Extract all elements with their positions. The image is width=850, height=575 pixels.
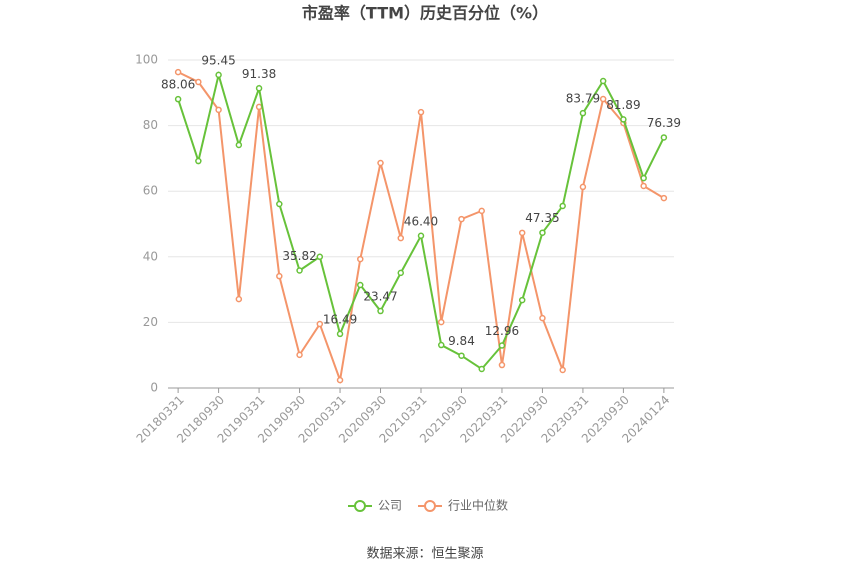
y-tick-label: 100 [135, 53, 158, 67]
legend-marker [354, 500, 366, 512]
point [174, 95, 182, 103]
data-label: 95.45 [201, 53, 235, 67]
point [559, 202, 566, 210]
point [458, 352, 465, 359]
chart-title: 市盈率（TTM）历史百分位（%） [302, 4, 548, 23]
y-tick-label: 20 [143, 315, 158, 329]
point [640, 174, 647, 182]
legend-label: 公司 [378, 499, 402, 513]
y-tick-label: 60 [143, 184, 158, 198]
point [377, 159, 384, 167]
point [377, 307, 384, 315]
point [478, 207, 485, 215]
point [417, 108, 425, 116]
data-label: 9.84 [448, 334, 475, 348]
point [397, 234, 405, 242]
point [215, 106, 222, 114]
point [498, 342, 506, 349]
point [660, 194, 668, 202]
point [599, 95, 607, 103]
point [640, 182, 647, 190]
point [478, 365, 485, 373]
data-label: 23.47 [363, 290, 397, 304]
y-tick-label: 40 [143, 249, 158, 263]
point [276, 272, 283, 280]
point [660, 134, 668, 141]
point [599, 77, 607, 85]
point [296, 267, 303, 274]
point [336, 330, 344, 338]
point [579, 183, 587, 191]
data-label: 81.89 [606, 98, 640, 112]
point [235, 141, 243, 149]
data-label: 83.79 [566, 92, 600, 106]
point [255, 103, 263, 111]
point [539, 229, 546, 236]
point [276, 200, 283, 208]
point [195, 78, 202, 86]
point [458, 215, 465, 223]
point [417, 232, 425, 240]
point [215, 71, 222, 79]
point [357, 281, 364, 289]
y-tick-label: 0 [150, 381, 158, 395]
point [316, 320, 324, 328]
data-label: 47.35 [525, 211, 559, 225]
source: 数据来源：恒生聚源 [366, 547, 483, 562]
point [518, 296, 526, 304]
point [336, 376, 344, 384]
point [397, 269, 405, 277]
point [579, 109, 587, 117]
legend-marker [424, 500, 436, 512]
point [255, 85, 263, 92]
point [195, 157, 202, 165]
point [437, 341, 445, 349]
point [518, 229, 526, 237]
data-label: 91.38 [242, 67, 276, 81]
data-label: 76.39 [647, 116, 681, 130]
data-label: 46.40 [404, 214, 438, 228]
legend-label: 行业中位数 [448, 498, 508, 513]
point [620, 116, 627, 123]
data-label: 35.82 [282, 249, 316, 263]
point [296, 351, 303, 359]
point [498, 361, 506, 369]
point [316, 253, 324, 261]
point [235, 295, 243, 303]
point [174, 68, 182, 76]
point [539, 314, 546, 322]
data-label: 88.06 [161, 78, 195, 92]
y-tick-label: 80 [143, 118, 158, 132]
data-label: 12.96 [485, 324, 519, 338]
point [437, 318, 445, 326]
data-label: 16.49 [323, 312, 357, 326]
point [559, 366, 566, 374]
point [357, 255, 364, 263]
